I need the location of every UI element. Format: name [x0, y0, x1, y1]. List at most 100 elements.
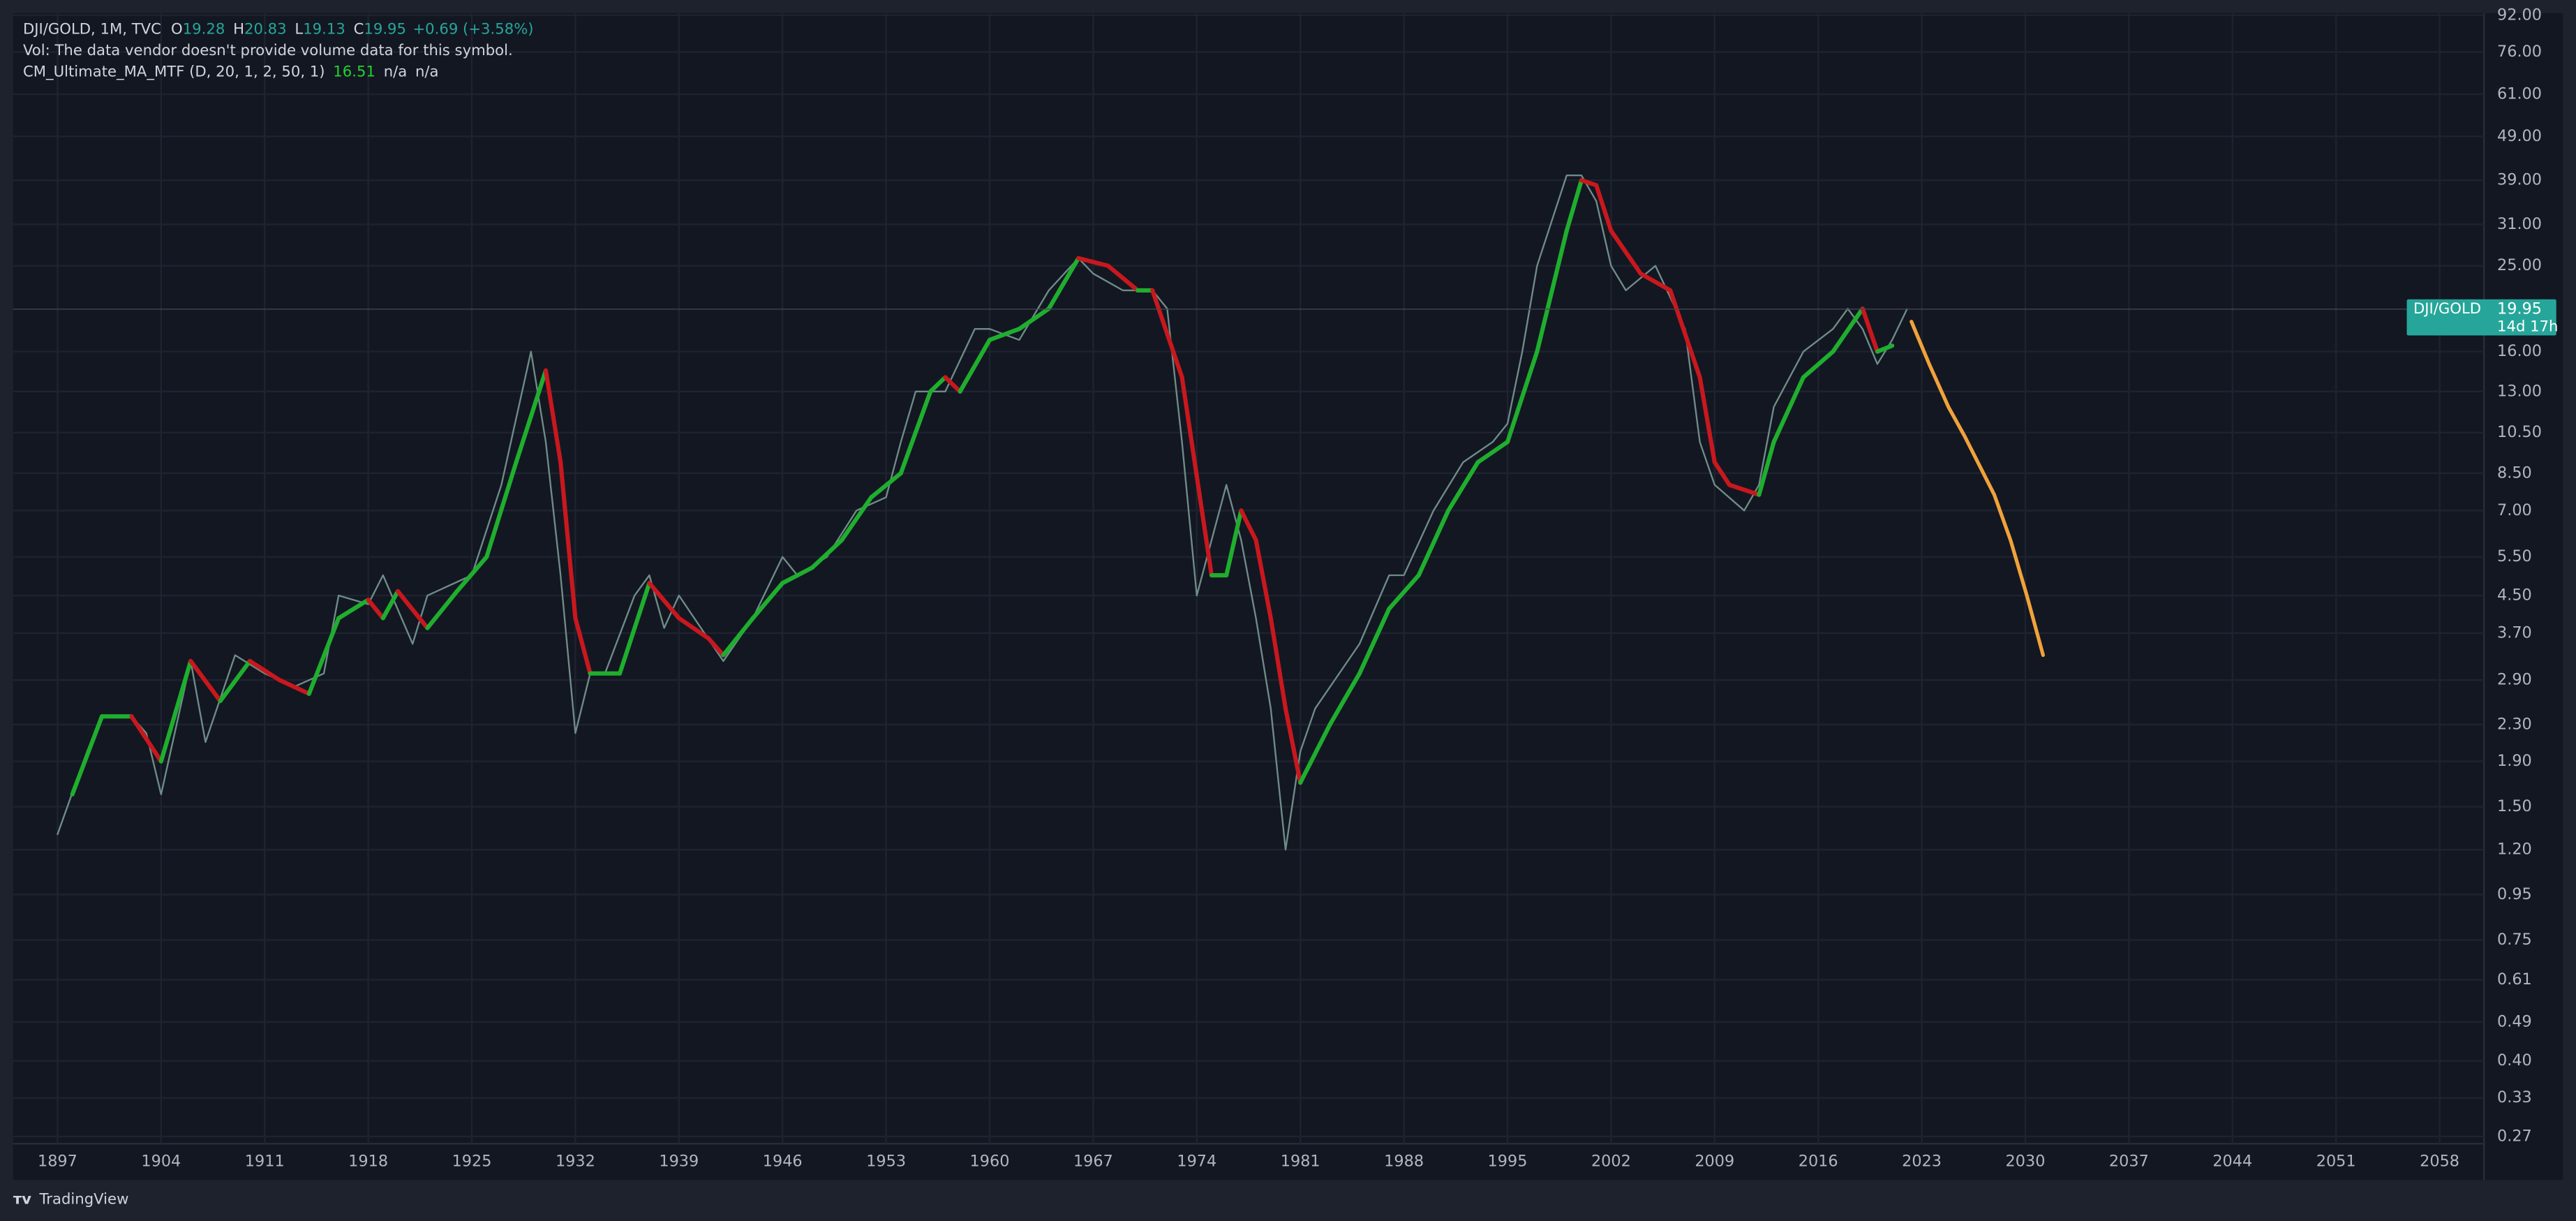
x-tick-label: 1981 — [1281, 1153, 1320, 1171]
y-tick-label: 5.50 — [2497, 547, 2532, 565]
y-tick-label: 49.00 — [2497, 127, 2542, 145]
y-tick-label: 16.00 — [2497, 342, 2542, 360]
ma-segment — [810, 538, 844, 570]
ma-segment — [617, 581, 652, 676]
text: O — [171, 20, 183, 37]
ma-segment — [1831, 306, 1865, 354]
ma-segment — [188, 658, 223, 704]
y-tick-label: 0.49 — [2497, 1012, 2532, 1030]
ma-segment — [987, 327, 1022, 342]
ma-segment — [1416, 508, 1451, 578]
ma-segment — [1564, 178, 1584, 233]
ma-segment — [1283, 706, 1303, 785]
ma-segment — [1046, 256, 1081, 311]
y-tick-label: 31.00 — [2497, 215, 2542, 233]
brand-name: TradingView — [38, 1190, 128, 1207]
ma-segment — [1860, 306, 1880, 354]
ma-segment — [1609, 228, 1643, 276]
brand: ᴛᴠ — [13, 1190, 31, 1207]
ma-segment — [514, 368, 549, 465]
ma-segment — [1579, 178, 1599, 188]
ma-segment — [1150, 288, 1184, 380]
ma-segment — [277, 677, 311, 696]
x-tick-label: 1988 — [1384, 1153, 1424, 1171]
x-tick-label: 2037 — [2109, 1153, 2149, 1171]
y-tick-label: 10.50 — [2497, 423, 2542, 441]
text: n/a — [415, 63, 439, 80]
y-tick-label: 0.95 — [2497, 885, 2532, 903]
text: 16.51 — [333, 63, 375, 80]
last-price-box — [2406, 299, 2556, 336]
price-line — [57, 175, 1908, 851]
ma-segment — [706, 636, 726, 658]
ma-segment — [1668, 288, 1702, 380]
ma-segment — [1224, 508, 1244, 578]
ma-segment — [573, 616, 593, 676]
ma-segment — [839, 495, 874, 542]
text: L — [295, 20, 303, 37]
ma-segment — [558, 460, 578, 621]
ma-segment — [366, 598, 385, 621]
ma-segment — [1239, 508, 1258, 542]
ma-segment — [380, 589, 401, 621]
ma-segment — [721, 616, 755, 658]
projection-line — [1909, 320, 2046, 658]
ma-segment — [218, 658, 253, 704]
x-tick-label: 1946 — [763, 1153, 803, 1171]
last-price-value: 19.95 — [2497, 299, 2542, 318]
y-tick-label: 61.00 — [2497, 84, 2542, 103]
ma-segment — [1446, 460, 1480, 513]
ma-segment — [1387, 572, 1421, 612]
y-tick-label: 92.00 — [2497, 6, 2542, 24]
text: 20.83 — [244, 20, 287, 37]
ma-segment — [1076, 256, 1110, 268]
ma-segment — [647, 581, 681, 621]
ma-segment — [1298, 722, 1332, 785]
ma-segment — [928, 375, 948, 394]
y-tick-label: 0.61 — [2497, 970, 2532, 989]
ohlc: O19.28 H20.83 L19.13 C19.95 +0.69 (+3.58%) — [171, 20, 534, 37]
text: C — [354, 20, 364, 37]
x-tick-label: 1939 — [659, 1153, 699, 1171]
ma-segment — [1475, 440, 1510, 465]
ma-segment — [158, 658, 193, 764]
x-tick-label: 2016 — [1799, 1153, 1838, 1171]
ma-segment — [1327, 671, 1362, 727]
y-tick-label: 8.50 — [2497, 464, 2532, 482]
ma-segment — [750, 581, 785, 621]
text: 19.95 — [364, 20, 406, 37]
ma-segment — [1017, 306, 1051, 332]
y-tick-label: 7.00 — [2497, 501, 2532, 519]
text: n/a — [384, 63, 408, 80]
y-tick-label: 3.70 — [2497, 623, 2532, 642]
x-tick-label: 1904 — [141, 1153, 181, 1171]
x-tick-label: 1897 — [38, 1153, 77, 1171]
y-tick-label: 4.50 — [2497, 586, 2532, 605]
volume-note: Vol: The data vendor doesn't provide vol… — [23, 41, 513, 59]
x-tick-label: 1932 — [556, 1153, 595, 1171]
ma-segment — [247, 658, 282, 683]
ma-segment — [1638, 271, 1673, 293]
ma-segment — [898, 389, 933, 475]
text: 19.28 — [183, 20, 225, 37]
ma-segment — [780, 565, 814, 586]
y-tick-label: 0.40 — [2497, 1051, 2532, 1070]
y-tick-label: 2.30 — [2497, 715, 2532, 733]
ma-segment — [1105, 263, 1140, 293]
x-tick-label: 1925 — [452, 1153, 492, 1171]
ma-segment — [1771, 375, 1806, 445]
ma-segment — [1757, 440, 1776, 497]
ma-segment — [425, 589, 459, 630]
ma-segment — [395, 589, 430, 630]
x-tick-label: 1960 — [970, 1153, 1010, 1171]
ma-segment — [1712, 460, 1732, 487]
ma-segment — [306, 616, 341, 696]
ma-segment — [1253, 538, 1273, 621]
ma-segment — [1594, 183, 1614, 233]
x-tick-label: 1967 — [1073, 1153, 1113, 1171]
text: H — [233, 20, 244, 37]
ma-segment — [1535, 228, 1569, 354]
x-tick-label: 1974 — [1177, 1153, 1216, 1171]
y-tick-label: 39.00 — [2497, 171, 2542, 189]
